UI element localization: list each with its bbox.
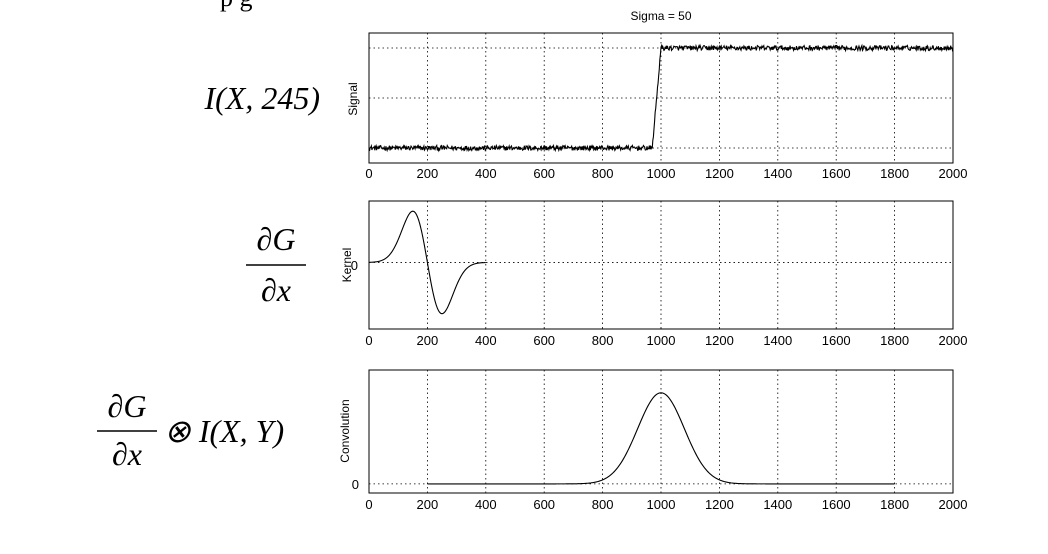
kernel-x-tick-label-3: 600 bbox=[533, 333, 555, 348]
convolution-plot: 0 200 400 600 800 1000 1200 1400 1600 1800 2000 0 … bbox=[97, 369, 967, 512]
signal-x-tick-label-8: 1600 bbox=[822, 166, 851, 181]
signal-x-tick-label-2: 400 bbox=[475, 166, 497, 181]
signal-plot-title: Sigma = 50 bbox=[630, 9, 691, 23]
kernel-x-tick-label-10: 2000 bbox=[939, 333, 968, 348]
kernel-side-label-numerator: ∂G bbox=[257, 221, 296, 257]
convolution-side-label-denominator: ∂x bbox=[112, 436, 142, 472]
convolution-x-tick-label-2: 400 bbox=[475, 497, 497, 512]
signal-x-tick-label-9: 1800 bbox=[880, 166, 909, 181]
convolution-side-label-numerator: ∂G bbox=[108, 388, 147, 424]
signal-side-label: I(X, 245) bbox=[203, 80, 320, 116]
signal-x-tick-label-7: 1400 bbox=[763, 166, 792, 181]
kernel-x-tick-label-6: 1200 bbox=[705, 333, 734, 348]
signal-x-tick-label-6: 1200 bbox=[705, 166, 734, 181]
signal-plot: 0 200 400 600 800 1000 1200 1400 1600 1800 2000 Si… bbox=[203, 9, 967, 181]
convolution-y-tick-0: 0 bbox=[352, 477, 359, 492]
kernel-x-tick-label-1: 200 bbox=[417, 333, 439, 348]
kernel-plot: 0 200 400 600 800 1000 1200 1400 1600 1800 2000 0 … bbox=[246, 200, 967, 348]
convolution-x-tick-label-1: 200 bbox=[417, 497, 439, 512]
signal-x-tick-label-10: 2000 bbox=[939, 166, 968, 181]
convolution-x-tick-label-3: 600 bbox=[533, 497, 555, 512]
convolution-plot-frame bbox=[368, 369, 954, 494]
kernel-x-tick-label-8: 1600 bbox=[822, 333, 851, 348]
signal-x-tick-label-5: 1000 bbox=[647, 166, 676, 181]
signal-x-tick-label-0: 0 bbox=[365, 166, 372, 181]
convolution-x-tick-label-4: 800 bbox=[592, 497, 614, 512]
kernel-plot-ylabel: Kernel bbox=[340, 248, 354, 283]
kernel-x-tick-label-2: 400 bbox=[475, 333, 497, 348]
signal-plot-x-ticks: 0 200 400 600 800 1000 1200 1400 1600 1800 2000 bbox=[365, 166, 967, 181]
kernel-plot-x-ticks: 0 200 400 600 800 1000 1200 1400 1600 1800 2000 bbox=[365, 333, 967, 348]
kernel-y-tick-0: 0 bbox=[351, 258, 358, 273]
convolution-x-tick-label-7: 1400 bbox=[763, 497, 792, 512]
kernel-x-tick-label-4: 800 bbox=[592, 333, 614, 348]
signal-series-line bbox=[368, 43, 954, 153]
signal-plot-ylabel: Signal bbox=[346, 82, 360, 115]
convolution-series-line bbox=[427, 392, 895, 485]
kernel-series-line bbox=[368, 210, 486, 315]
convolution-x-tick-label-8: 1600 bbox=[822, 497, 851, 512]
signal-x-tick-label-4: 800 bbox=[592, 166, 614, 181]
signal-x-tick-label-1: 200 bbox=[417, 166, 439, 181]
header-cutoff-text: p g bbox=[220, 0, 253, 12]
kernel-x-tick-label-7: 1400 bbox=[763, 333, 792, 348]
convolution-x-tick-label-9: 1800 bbox=[880, 497, 909, 512]
convolution-plot-x-ticks: 0 200 400 600 800 1000 1200 1400 1600 1800 2000 bbox=[365, 497, 967, 512]
convolution-x-tick-label-6: 1200 bbox=[705, 497, 734, 512]
kernel-x-tick-label-0: 0 bbox=[365, 333, 372, 348]
kernel-x-tick-label-9: 1800 bbox=[880, 333, 909, 348]
convolution-x-tick-label-10: 2000 bbox=[939, 497, 968, 512]
kernel-x-tick-label-5: 1000 bbox=[647, 333, 676, 348]
kernel-side-label-denominator: ∂x bbox=[261, 272, 291, 308]
signal-x-tick-label-3: 600 bbox=[533, 166, 555, 181]
convolution-x-tick-label-5: 1000 bbox=[647, 497, 676, 512]
convolution-x-tick-label-0: 0 bbox=[365, 497, 372, 512]
convolution-side-label-rest: ⊗ I(X, Y) bbox=[164, 413, 284, 449]
convolution-plot-ylabel: Convolution bbox=[338, 399, 352, 462]
